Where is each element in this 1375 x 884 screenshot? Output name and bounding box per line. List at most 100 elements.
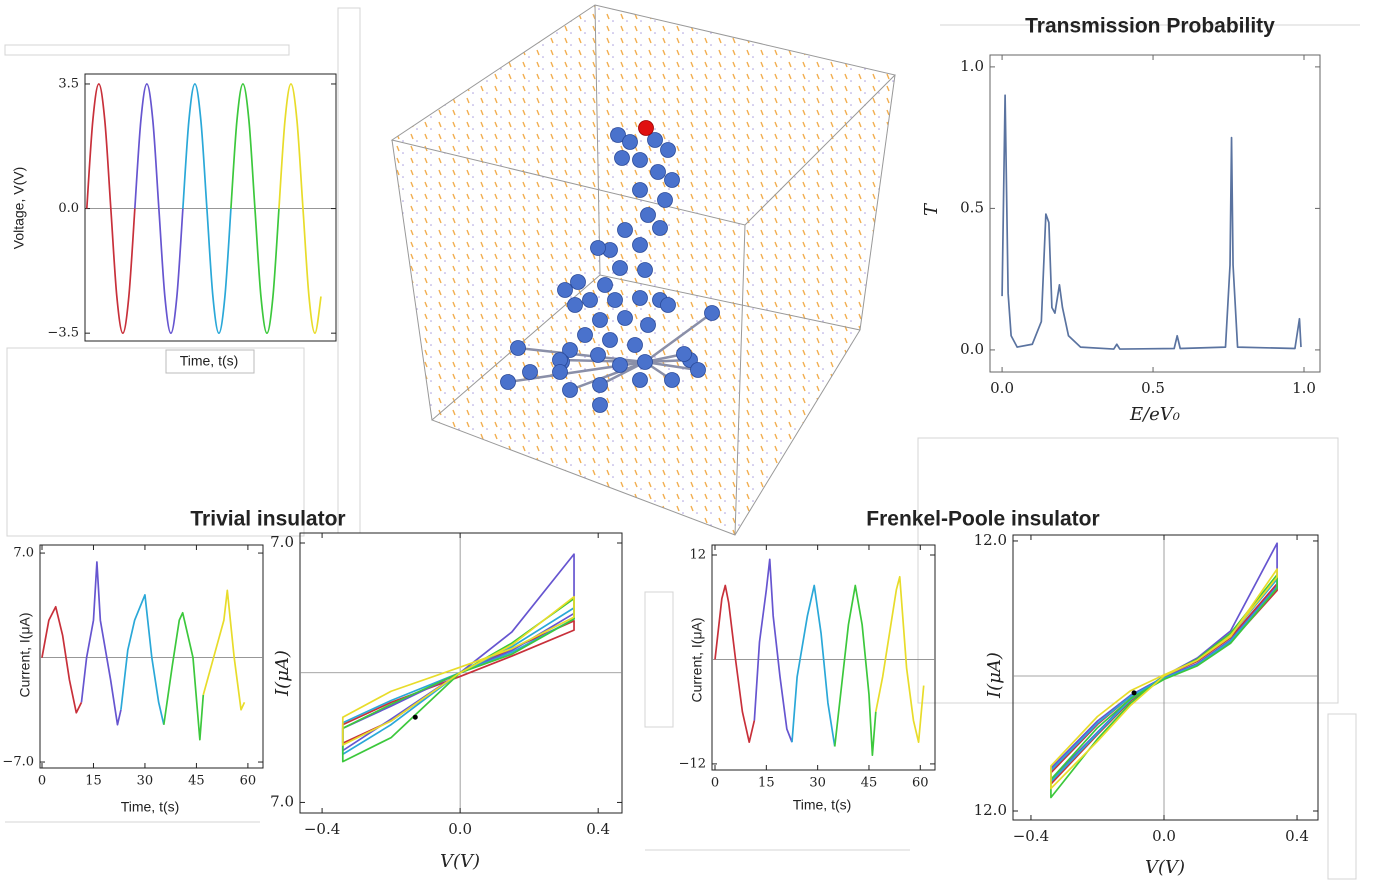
- chart-panel: −12 12 0 15 30 45 60 Time, t(s) Current, I(μA): [679, 544, 936, 813]
- x-tick-label: 0: [711, 776, 719, 791]
- atom: [664, 172, 680, 188]
- data-line: [278, 83, 322, 335]
- x-axis-label: Time, t(s): [180, 353, 239, 369]
- atom: [622, 134, 638, 150]
- y-tick-label: 0.0: [960, 340, 984, 358]
- atom: [627, 337, 643, 353]
- atom: [562, 382, 578, 398]
- atom: [664, 372, 680, 388]
- y-axis-label: Current, I(μA): [17, 612, 33, 697]
- atom: [660, 297, 676, 313]
- data-line: [182, 83, 232, 335]
- atom: [617, 310, 633, 326]
- bond: [569, 360, 646, 392]
- y-tick-label: 12.0: [974, 531, 1007, 549]
- chart-panel: −3.5 0.0 3.5 Time, t(s) Voltage, V(V): [11, 73, 337, 374]
- chart-title: Trivial insulator: [190, 508, 345, 531]
- data-line: [341, 607, 575, 756]
- plot-frame: [711, 544, 936, 771]
- atom: [597, 277, 613, 293]
- plot-frame: [39, 544, 264, 769]
- y-tick-label: −12: [679, 756, 706, 771]
- y-tick-label: 3.5: [58, 76, 79, 91]
- atom: [592, 397, 608, 413]
- x-tick-label: 0.4: [1285, 827, 1309, 845]
- atom: [590, 240, 606, 256]
- data-line: [833, 584, 877, 757]
- atom: [647, 132, 663, 148]
- x-axis-label: V(V): [1145, 857, 1185, 878]
- chart-panel: −7.0 7.0 0 15 30 45 60 Time, t(s) Current, I(μA): [2, 544, 264, 815]
- data-line: [1050, 568, 1278, 790]
- data-line: [80, 561, 122, 726]
- atom: [632, 182, 648, 198]
- atom: [637, 354, 653, 370]
- x-axis-label: E/eV₀: [1129, 404, 1180, 425]
- y-tick-label: 1.0: [960, 57, 984, 75]
- data-line: [41, 605, 83, 714]
- y-tick-label: 7.0: [13, 546, 34, 561]
- data-line: [85, 83, 136, 335]
- y-tick-label: −3.5: [47, 326, 79, 341]
- atom: [652, 220, 668, 236]
- atom: [640, 207, 656, 223]
- x-tick-label: 15: [758, 776, 775, 791]
- data-line: [133, 83, 184, 335]
- atom: [557, 282, 573, 298]
- atom: [592, 377, 608, 393]
- plot-frame: [989, 54, 1321, 373]
- y-axis-label: Voltage, V(V): [11, 167, 27, 250]
- atom: [676, 346, 692, 362]
- x-tick-label: −0.4: [304, 820, 340, 838]
- x-tick-label: 0.5: [1141, 379, 1165, 397]
- atom: [592, 312, 608, 328]
- y-tick-label: 0.5: [960, 198, 984, 216]
- y-tick-label: 0.0: [58, 201, 79, 216]
- atom: [657, 192, 673, 208]
- data-line: [162, 611, 205, 741]
- atom: [640, 317, 656, 333]
- x-axis-label: Time, t(s): [793, 797, 852, 813]
- data-line: [1001, 94, 1302, 350]
- plot-frame: [1012, 534, 1319, 821]
- atom: [632, 372, 648, 388]
- data-line: [202, 589, 246, 711]
- atom: [612, 357, 628, 373]
- cube-edges: [390, 4, 896, 536]
- atom-highlight: [638, 120, 654, 136]
- atom: [660, 142, 676, 158]
- atom: [522, 364, 538, 380]
- label-box: [165, 349, 255, 374]
- bond: [644, 311, 713, 364]
- chart-panel: 12.0 12.0 −0.4 0.0 0.4 V(V) I(μA) Frenkel-Poole…: [866, 508, 1319, 878]
- atom: [704, 305, 720, 321]
- atom: [632, 152, 648, 168]
- x-axis-label: V(V): [440, 851, 480, 872]
- x-tick-label: 30: [809, 776, 826, 791]
- atom: [570, 274, 586, 290]
- y-tick-label: 7.0: [270, 533, 294, 551]
- atom: [650, 164, 666, 180]
- atom: [510, 340, 526, 356]
- atom: [607, 292, 623, 308]
- x-tick-label: 30: [137, 774, 154, 789]
- x-tick-label: 60: [912, 776, 929, 791]
- atom: [582, 292, 598, 308]
- x-tick-label: 1.0: [1292, 379, 1316, 397]
- atom: [577, 327, 593, 343]
- atom: [617, 222, 633, 238]
- atom: [590, 347, 606, 363]
- y-axis-label: I(μA): [272, 650, 293, 697]
- x-tick-label: 45: [188, 774, 205, 789]
- data-line: [230, 83, 280, 335]
- plot-frame: [84, 73, 337, 342]
- x-axis-label: Time, t(s): [121, 799, 180, 815]
- data-line: [753, 558, 793, 743]
- atom: [602, 332, 618, 348]
- atom: [637, 262, 653, 278]
- y-axis-label: T: [921, 202, 942, 216]
- y-axis-label: Current, I(μA): [689, 617, 705, 702]
- x-tick-label: 45: [861, 776, 878, 791]
- x-tick-label: −0.4: [1013, 827, 1049, 845]
- data-line: [874, 575, 925, 743]
